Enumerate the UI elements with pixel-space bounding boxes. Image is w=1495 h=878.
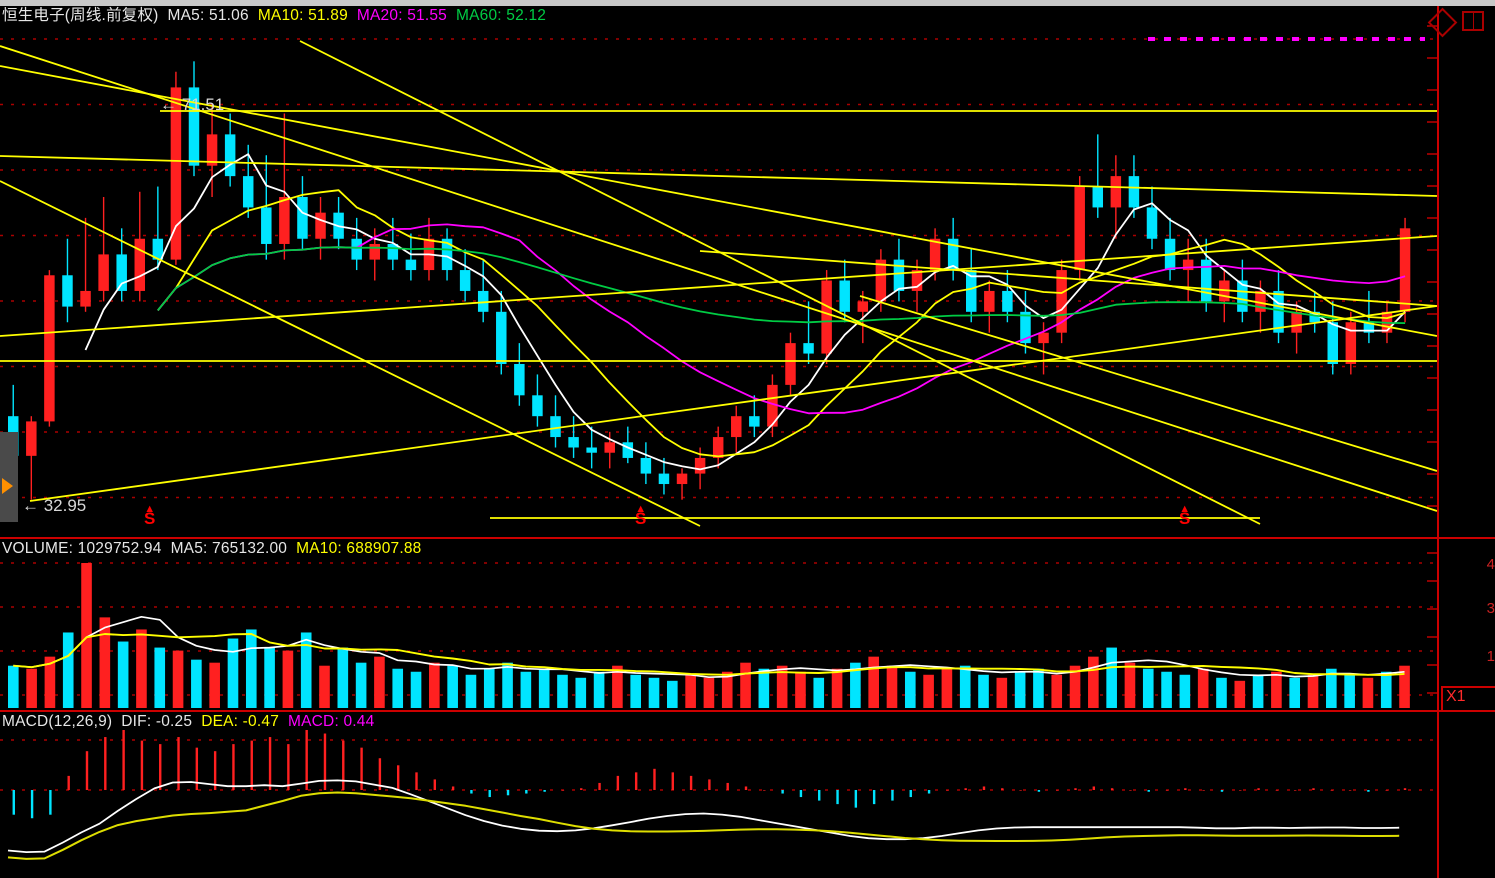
price-chart-panel[interactable] xyxy=(0,6,1495,537)
chart-pan-handle[interactable] xyxy=(0,432,18,522)
legend-item-ma5: MA5: 51.06 xyxy=(167,7,249,24)
legend-item-ma10: MA10: 688907.88 xyxy=(296,540,422,557)
scale-badge[interactable]: X1 xyxy=(1446,688,1466,705)
scale-badge-box xyxy=(1441,686,1495,712)
price-label-low: ← 32.95 xyxy=(22,496,87,515)
volume-chart-panel[interactable] xyxy=(0,539,1495,710)
panel-separator-volume xyxy=(0,537,1495,539)
legend-item-title: 恒生电子(周线.前复权) xyxy=(2,7,159,24)
split-pane-icon[interactable] xyxy=(1462,11,1484,31)
legend-item-macd: MACD: 0.44 xyxy=(288,713,375,730)
legend-item-name: MACD(12,26,9) xyxy=(2,713,113,730)
price-label-high: ← 71.51 xyxy=(160,95,225,114)
signal-caret-icon: ▲ xyxy=(144,503,156,515)
legend-item-ma60: MA60: 52.12 xyxy=(456,7,547,24)
price-axis-line xyxy=(1437,6,1439,537)
sell-signal-marker: ▲ S xyxy=(1179,503,1191,528)
signal-caret-icon: ▲ xyxy=(635,503,647,515)
macd-chart-panel[interactable] xyxy=(0,712,1495,878)
sell-signal-marker: ▲ S xyxy=(635,503,647,528)
legend-item-dif: DIF: -0.25 xyxy=(121,713,193,730)
macd-legend: MACD(12,26,9) DIF: -0.25 DEA: -0.47 MACD: 0… xyxy=(2,712,383,732)
signal-caret-icon: ▲ xyxy=(1179,503,1191,515)
volume-axis-tick-label: 4 xyxy=(1486,556,1495,573)
sell-signal-marker: ▲ S xyxy=(144,503,156,528)
legend-item-ma10: MA10: 51.89 xyxy=(257,7,348,24)
price-legend: 恒生电子(周线.前复权) MA5: 51.06 MA10: 51.89 MA20: 5… xyxy=(2,6,555,26)
pan-left-arrow-icon[interactable] xyxy=(2,478,13,494)
window-chrome-bar xyxy=(0,0,1495,6)
legend-item-ma20: MA20: 51.55 xyxy=(356,7,447,24)
panel-separator-macd xyxy=(0,710,1495,712)
volume-axis-tick-label: 1 xyxy=(1486,648,1495,665)
legend-item-ma5: MA5: 765132.00 xyxy=(170,540,288,557)
volume-axis-line xyxy=(1437,539,1439,710)
legend-item-dea: DEA: -0.47 xyxy=(201,713,280,730)
legend-item-volume: VOLUME: 1029752.94 xyxy=(2,540,162,557)
volume-axis-tick-label: 3 xyxy=(1486,600,1495,617)
volume-legend: VOLUME: 1029752.94 MA5: 765132.00 MA10: 68… xyxy=(2,539,431,559)
macd-axis-line xyxy=(1437,712,1439,878)
